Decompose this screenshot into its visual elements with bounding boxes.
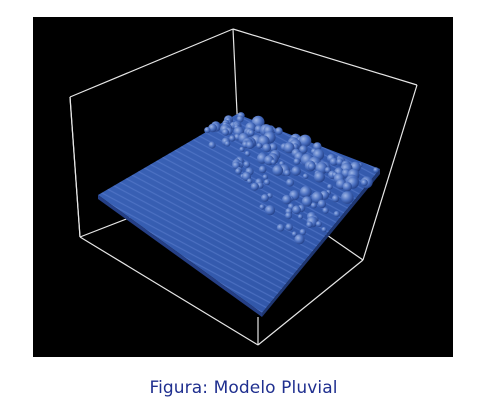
particle-sphere (361, 179, 368, 187)
particle-sphere (373, 167, 379, 173)
bounding-box-front (69, 96, 364, 346)
particle-sphere (299, 145, 308, 154)
particle-sphere (331, 194, 340, 203)
particle-simulation-3d-view (69, 28, 418, 346)
particle-sphere (261, 194, 269, 202)
particle-sphere (235, 168, 242, 175)
particle-sphere (321, 226, 327, 233)
particle-sphere (307, 162, 316, 171)
particle-sphere (262, 143, 272, 153)
particle-sphere (282, 194, 292, 205)
particle-sphere (300, 186, 312, 198)
particle-sphere (329, 157, 338, 166)
particle-sphere (327, 183, 333, 190)
particle-sphere (264, 205, 276, 216)
particle-sphere (276, 223, 285, 232)
particle-sphere (286, 178, 294, 187)
particle-sphere (208, 123, 217, 133)
particle-sphere (243, 161, 251, 168)
particle-sphere (239, 146, 245, 152)
particle-sphere (262, 174, 269, 180)
particle-sphere (313, 171, 325, 183)
particle-sphere (229, 135, 236, 142)
simulation-render (33, 17, 453, 357)
particle-sphere (224, 140, 231, 147)
particle-sphere (258, 165, 267, 174)
particle-sphere (298, 134, 312, 147)
particle-sphere (283, 142, 295, 154)
particle-sphere (322, 207, 329, 214)
particle-sphere (299, 228, 306, 236)
particle-sphere (291, 231, 298, 237)
particle-sphere (256, 142, 263, 149)
particle-sphere (248, 129, 255, 136)
particle-sphere (204, 127, 211, 134)
particle-sphere (244, 150, 251, 157)
particle-sphere (292, 205, 301, 215)
particle-sphere (310, 202, 317, 209)
particle-sphere (259, 204, 265, 210)
particle-cluster (204, 112, 379, 245)
particle-sphere (293, 158, 301, 165)
particle-sphere (263, 179, 271, 186)
particle-sphere (341, 191, 354, 204)
particle-sphere (283, 169, 291, 177)
particle-sphere (333, 210, 340, 218)
figure-caption: Figura: Modelo Pluvial (149, 378, 338, 398)
particle-sphere (342, 182, 352, 192)
particle-sphere (301, 196, 313, 207)
particle-sphere (246, 178, 253, 184)
particle-sphere (291, 166, 301, 176)
particle-sphere (302, 173, 309, 179)
particle-sphere (245, 140, 254, 150)
particle-sphere (285, 223, 293, 231)
particle-sphere (208, 141, 216, 149)
particle-sphere (269, 143, 278, 152)
particle-sphere (297, 214, 303, 220)
particle-sphere (315, 221, 322, 227)
particle-sphere (272, 165, 284, 176)
particle-sphere (285, 212, 292, 220)
particle-sphere (270, 159, 277, 165)
particle-sphere (275, 127, 283, 135)
particle-sphere (306, 221, 313, 228)
particle-sphere (294, 234, 305, 245)
particle-sphere (221, 128, 229, 136)
particle-sphere (317, 199, 327, 209)
particle-sphere (236, 115, 244, 123)
particle-sphere (324, 166, 331, 174)
particle-sphere (250, 182, 259, 191)
